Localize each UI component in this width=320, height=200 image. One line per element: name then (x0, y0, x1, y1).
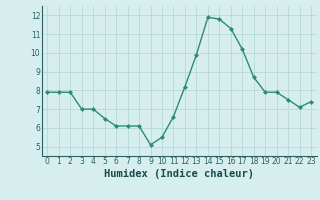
X-axis label: Humidex (Indice chaleur): Humidex (Indice chaleur) (104, 169, 254, 179)
